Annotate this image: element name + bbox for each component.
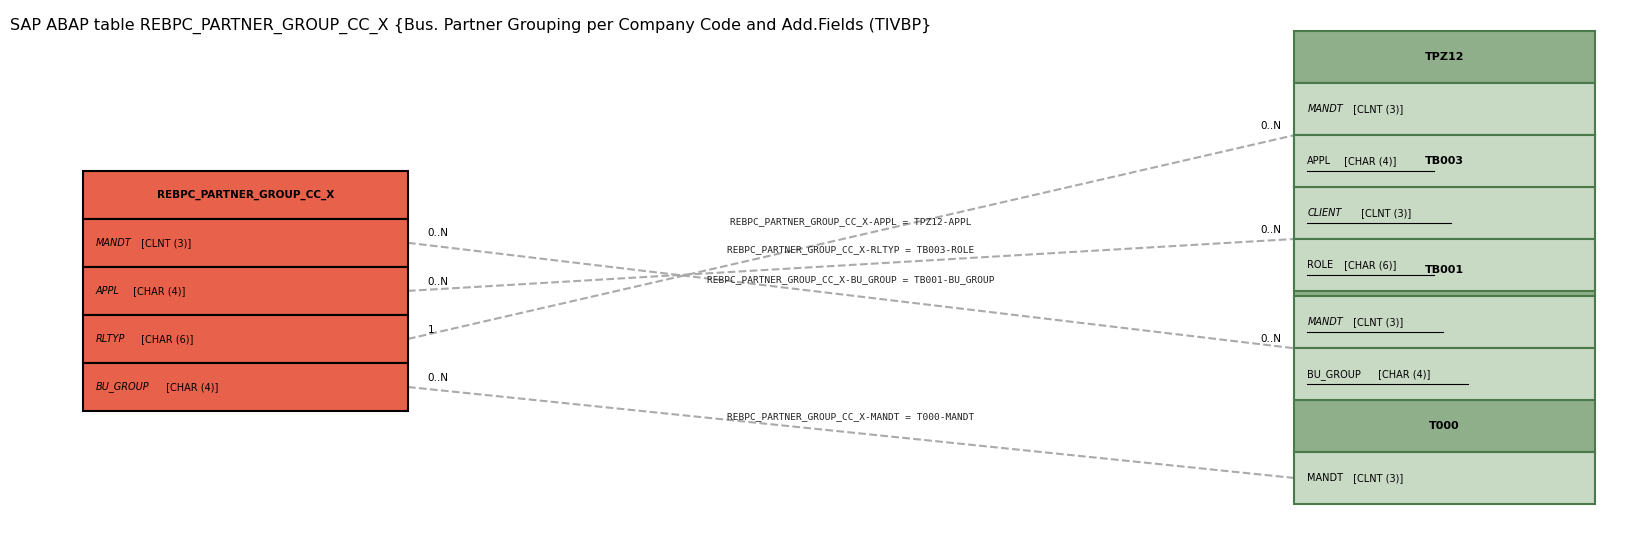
Text: REBPC_PARTNER_GROUP_CC_X-RLTYP = TB003-ROLE: REBPC_PARTNER_GROUP_CC_X-RLTYP = TB003-R…	[728, 245, 974, 254]
Text: TPZ12: TPZ12	[1425, 52, 1464, 63]
Text: BU_GROUP: BU_GROUP	[96, 382, 150, 393]
Text: REBPC_PARTNER_GROUP_CC_X-MANDT = T000-MANDT: REBPC_PARTNER_GROUP_CC_X-MANDT = T000-MA…	[728, 412, 974, 422]
Text: 0..N: 0..N	[1261, 121, 1282, 131]
Text: [CHAR (6)]: [CHAR (6)]	[138, 334, 194, 344]
Text: MANDT: MANDT	[96, 238, 132, 248]
Text: [CLNT (3)]: [CLNT (3)]	[138, 238, 191, 248]
Bar	[1293, 187, 1595, 239]
Text: ROLE: ROLE	[1306, 260, 1334, 270]
Text: [CHAR (4)]: [CHAR (4)]	[130, 286, 186, 296]
Bar	[1293, 400, 1595, 452]
Text: REBPC_PARTNER_GROUP_CC_X: REBPC_PARTNER_GROUP_CC_X	[156, 189, 334, 200]
Text: SAP ABAP table REBPC_PARTNER_GROUP_CC_X {Bus. Partner Grouping per Company Code : SAP ABAP table REBPC_PARTNER_GROUP_CC_X …	[10, 18, 930, 34]
Bar	[83, 171, 407, 219]
Text: [CLNT (3)]: [CLNT (3)]	[1349, 104, 1403, 114]
Bar	[1293, 31, 1595, 83]
Text: REBPC_PARTNER_GROUP_CC_X-APPL = TPZ12-APPL: REBPC_PARTNER_GROUP_CC_X-APPL = TPZ12-AP…	[730, 217, 973, 226]
Text: [CLNT (3)]: [CLNT (3)]	[1359, 208, 1411, 218]
Text: RLTYP: RLTYP	[96, 334, 125, 344]
Text: 0..N: 0..N	[427, 277, 448, 287]
Bar	[1293, 239, 1595, 291]
Bar	[1293, 452, 1595, 504]
Bar	[1293, 135, 1595, 187]
Text: [CLNT (3)]: [CLNT (3)]	[1349, 473, 1403, 483]
Bar	[83, 315, 407, 363]
Bar	[1293, 83, 1595, 135]
Text: [CHAR (4)]: [CHAR (4)]	[1341, 156, 1396, 166]
Text: MANDT: MANDT	[1306, 104, 1342, 114]
Text: APPL: APPL	[1306, 156, 1331, 166]
Bar	[1293, 135, 1595, 187]
Text: 0..N: 0..N	[427, 228, 448, 238]
Bar	[1293, 296, 1595, 348]
Text: [CLNT (3)]: [CLNT (3)]	[1349, 317, 1403, 327]
Bar	[1293, 348, 1595, 400]
Text: [CHAR (4)]: [CHAR (4)]	[1375, 369, 1430, 379]
Bar	[83, 267, 407, 315]
Bar	[83, 219, 407, 267]
Text: 0..N: 0..N	[1261, 334, 1282, 344]
Text: MANDT: MANDT	[1306, 473, 1344, 483]
Text: APPL: APPL	[96, 286, 119, 296]
Text: BU_GROUP: BU_GROUP	[1306, 369, 1362, 380]
Text: 0..N: 0..N	[1261, 225, 1282, 234]
Bar	[1293, 244, 1595, 296]
Text: REBPC_PARTNER_GROUP_CC_X-BU_GROUP = TB001-BU_GROUP: REBPC_PARTNER_GROUP_CC_X-BU_GROUP = TB00…	[707, 276, 995, 284]
Text: [CHAR (6)]: [CHAR (6)]	[1341, 260, 1396, 270]
Text: T000: T000	[1429, 421, 1460, 431]
Text: TB003: TB003	[1425, 156, 1464, 166]
Text: 0..N: 0..N	[427, 373, 448, 383]
Text: MANDT: MANDT	[1306, 317, 1342, 327]
Text: 1: 1	[427, 324, 433, 334]
Text: CLIENT: CLIENT	[1306, 208, 1342, 218]
Bar	[83, 363, 407, 411]
Text: TB001: TB001	[1425, 265, 1464, 276]
Text: [CHAR (4)]: [CHAR (4)]	[163, 382, 218, 392]
